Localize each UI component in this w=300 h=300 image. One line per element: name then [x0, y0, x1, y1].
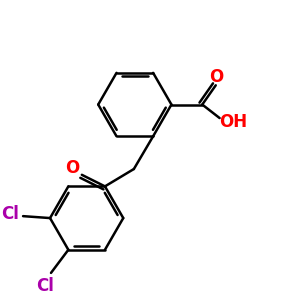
Text: O: O: [65, 159, 79, 177]
Text: Cl: Cl: [1, 205, 19, 223]
Text: Cl: Cl: [36, 278, 54, 296]
Text: OH: OH: [219, 113, 247, 131]
Text: O: O: [210, 68, 224, 85]
